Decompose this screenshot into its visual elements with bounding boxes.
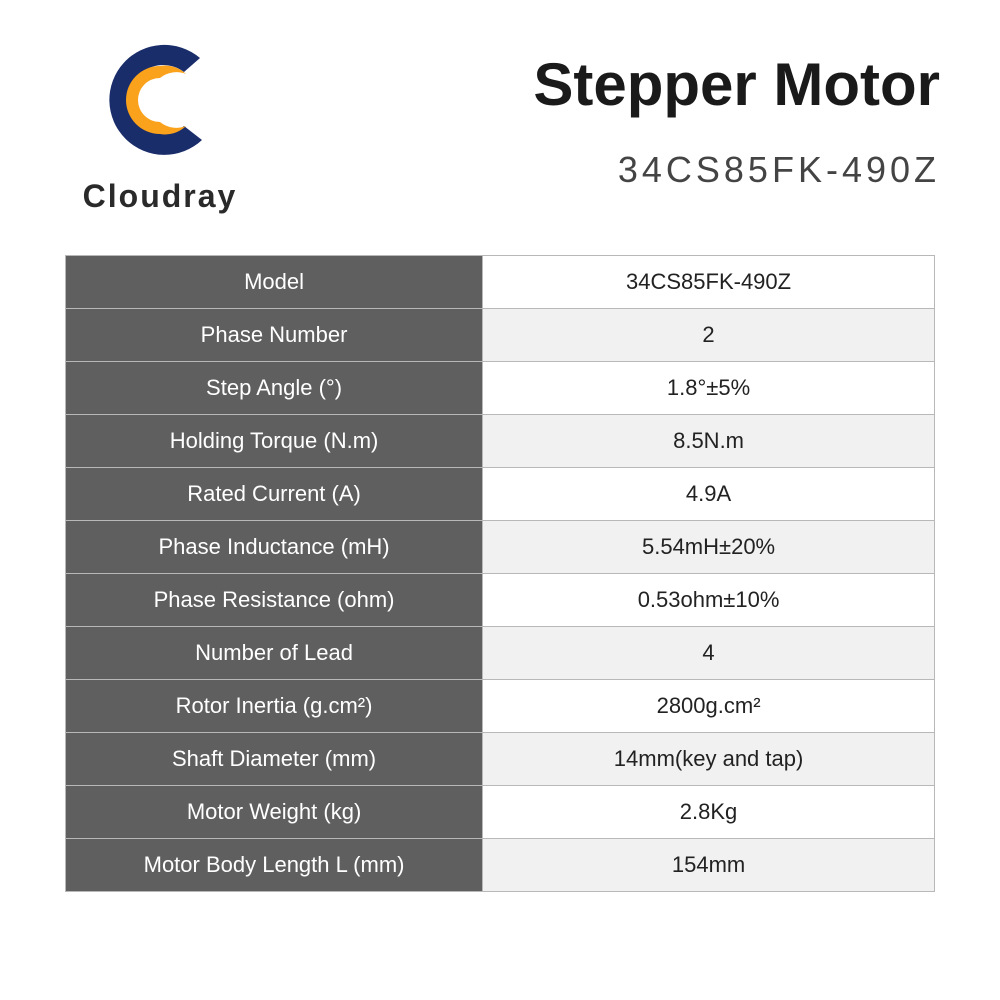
spec-label: Shaft Diameter (mm) [66,733,483,786]
table-row: Model 34CS85FK-490Z [66,256,935,309]
title-block: Stepper Motor 34CS85FK-490Z [310,30,950,191]
spec-value: 2 [483,309,935,362]
table-row: Rated Current (A) 4.9A [66,468,935,521]
table-row: Shaft Diameter (mm) 14mm(key and tap) [66,733,935,786]
spec-label: Motor Weight (kg) [66,786,483,839]
spec-value: 34CS85FK-490Z [483,256,935,309]
table-row: Phase Inductance (mH) 5.54mH±20% [66,521,935,574]
spec-value: 2800g.cm² [483,680,935,733]
spec-value: 8.5N.m [483,415,935,468]
spec-value: 14mm(key and tap) [483,733,935,786]
spec-value: 0.53ohm±10% [483,574,935,627]
table-row: Rotor Inertia (g.cm²) 2800g.cm² [66,680,935,733]
spec-value: 5.54mH±20% [483,521,935,574]
table-row: Step Angle (°) 1.8°±5% [66,362,935,415]
spec-value: 4 [483,627,935,680]
spec-value: 154mm [483,839,935,892]
table-row: Motor Body Length L (mm) 154mm [66,839,935,892]
spec-table: Model 34CS85FK-490Z Phase Number 2 Step … [65,255,935,892]
table-row: Phase Number 2 [66,309,935,362]
spec-label: Motor Body Length L (mm) [66,839,483,892]
spec-table-body: Model 34CS85FK-490Z Phase Number 2 Step … [66,256,935,892]
page-title: Stepper Motor [310,50,940,119]
logo-block: Cloudray [50,30,270,215]
table-row: Number of Lead 4 [66,627,935,680]
spec-value: 2.8Kg [483,786,935,839]
spec-label: Rated Current (A) [66,468,483,521]
table-row: Phase Resistance (ohm) 0.53ohm±10% [66,574,935,627]
header: Cloudray Stepper Motor 34CS85FK-490Z [0,0,1000,225]
brand-name: Cloudray [83,178,238,215]
model-code: 34CS85FK-490Z [310,149,940,191]
spec-label: Phase Inductance (mH) [66,521,483,574]
spec-value: 1.8°±5% [483,362,935,415]
table-row: Motor Weight (kg) 2.8Kg [66,786,935,839]
spec-label: Number of Lead [66,627,483,680]
brand-logo-icon [90,30,230,170]
spec-label: Holding Torque (N.m) [66,415,483,468]
table-row: Holding Torque (N.m) 8.5N.m [66,415,935,468]
spec-label: Rotor Inertia (g.cm²) [66,680,483,733]
spec-label: Step Angle (°) [66,362,483,415]
spec-value: 4.9A [483,468,935,521]
spec-label: Model [66,256,483,309]
spec-label: Phase Resistance (ohm) [66,574,483,627]
spec-label: Phase Number [66,309,483,362]
